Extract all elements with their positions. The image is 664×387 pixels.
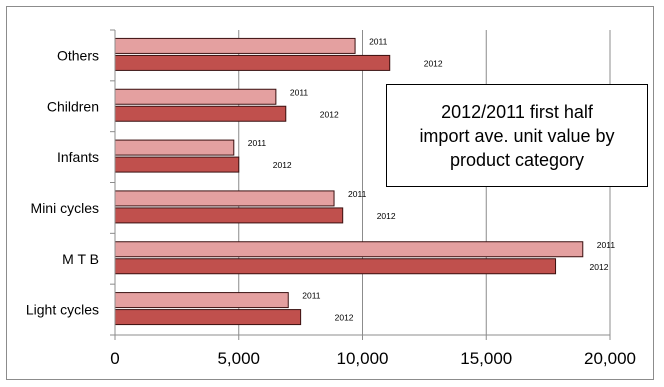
x-tick-label: 0 xyxy=(110,349,119,368)
bar-2012 xyxy=(114,105,287,122)
bar-2012 xyxy=(114,258,557,275)
data-label-2012: 2012 xyxy=(424,58,443,68)
x-tick-label: 10,000 xyxy=(337,349,389,368)
x-tick-label: 5,000 xyxy=(217,349,260,368)
data-label-2012: 2012 xyxy=(335,313,354,323)
category-label: M T B xyxy=(62,251,99,267)
data-label-2011: 2011 xyxy=(302,291,321,301)
category-label: Others xyxy=(57,47,99,63)
bar-2012 xyxy=(114,54,391,71)
x-tick-label: 15,000 xyxy=(460,349,512,368)
chart-title: 2012/2011 first half import ave. unit va… xyxy=(419,101,615,170)
bar-2011 xyxy=(114,139,235,156)
category-label: Mini cycles xyxy=(31,200,99,216)
bar-2011 xyxy=(114,241,584,258)
data-label-2011: 2011 xyxy=(290,87,309,97)
bar-2012 xyxy=(114,309,302,326)
data-label-2012: 2012 xyxy=(320,109,339,119)
data-label-2011: 2011 xyxy=(248,138,267,148)
chart-title-box: 2012/2011 first half import ave. unit va… xyxy=(386,84,648,187)
data-label-2011: 2011 xyxy=(597,240,616,250)
bar-2011 xyxy=(114,292,289,309)
data-label-2011: 2011 xyxy=(348,189,367,199)
labels: 0 5,000 10,000 15,000 20,000 Others 2011 2012 Ch… xyxy=(26,36,636,368)
x-tick-label: 20,000 xyxy=(584,349,636,368)
bars xyxy=(114,37,584,326)
bar-2011 xyxy=(114,190,335,207)
axes xyxy=(110,29,611,340)
data-label-2011: 2011 xyxy=(369,36,388,46)
category-label: Children xyxy=(47,98,99,114)
bar-2011 xyxy=(114,37,356,54)
data-label-2012: 2012 xyxy=(273,160,292,170)
bar-2011 xyxy=(114,88,277,105)
bar-2012 xyxy=(114,156,240,173)
bar-2012 xyxy=(114,207,344,224)
data-label-2012: 2012 xyxy=(377,211,396,221)
category-label: Infants xyxy=(57,149,99,165)
data-label-2012: 2012 xyxy=(590,262,609,272)
category-label: Light cycles xyxy=(26,302,99,318)
